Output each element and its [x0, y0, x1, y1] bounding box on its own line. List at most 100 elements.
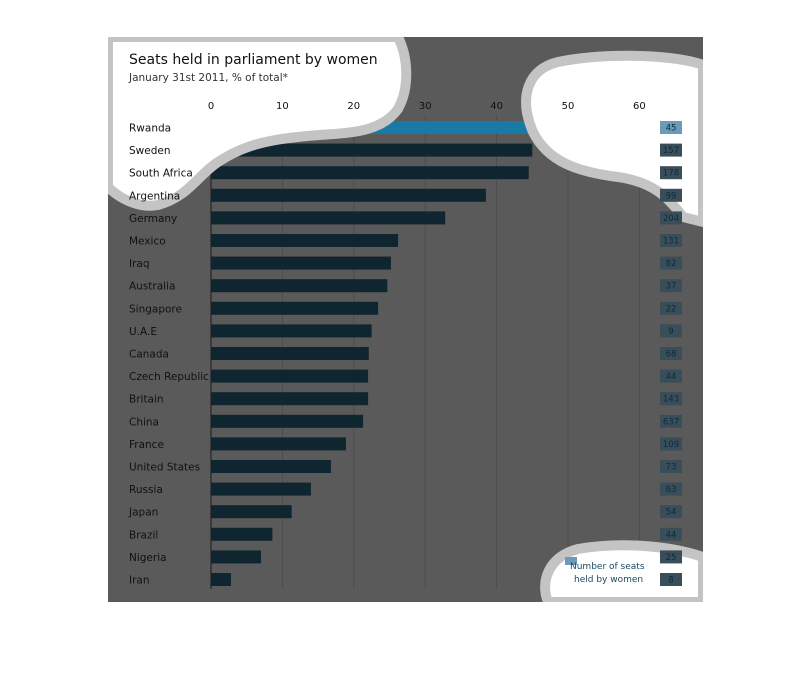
legend-swatch: [565, 557, 577, 565]
seat-count-label: 63: [666, 485, 677, 495]
category-label: Russia: [129, 484, 163, 496]
bar: [211, 573, 231, 586]
seat-count-label: 68: [666, 350, 677, 360]
bar: [211, 234, 399, 247]
seat-count-box: [660, 188, 682, 202]
x-tick-label: 20: [347, 101, 360, 112]
seat-count-box: [660, 211, 682, 225]
x-tick-label: 0: [208, 101, 214, 112]
seat-count-label: 99: [666, 191, 677, 201]
chart-panel: 0 10 20 30 40 50 60 Rwanda Sweden South Africa Arg…: [108, 37, 703, 602]
seat-count-label: 82: [666, 259, 677, 269]
labels: 0 10 20 30 40 50 60 Rwanda Sweden South Africa Arg…: [128, 101, 646, 587]
seat-count-box: [660, 482, 682, 496]
seat-count-label: 37: [666, 282, 677, 292]
x-tick-label: 50: [562, 101, 575, 112]
seat-count-label: 25: [666, 553, 677, 563]
bar: [211, 347, 369, 360]
seat-count-box: [660, 460, 682, 473]
seat-count-box: [660, 505, 682, 519]
chart-subtitle: January 31st 2011, % of total*: [128, 72, 288, 84]
category-label: Britain: [129, 394, 164, 406]
category-label: Sweden: [129, 145, 171, 157]
bar: [211, 279, 388, 293]
bars: [211, 121, 613, 586]
seat-count-box: [660, 437, 682, 451]
category-label: United States: [129, 462, 200, 474]
legend-label-line2: held by women: [574, 575, 643, 585]
seat-count-label: 44: [666, 530, 677, 540]
seat-count-box: [660, 301, 682, 315]
seat-count-box: [660, 234, 682, 247]
category-label: Singapore: [129, 303, 182, 315]
seat-count-box: [660, 347, 682, 360]
category-label: Canada: [129, 349, 169, 361]
seat-count-label: 45: [666, 124, 677, 134]
top-left-blob: [108, 37, 412, 211]
category-label: Argentina: [129, 190, 180, 202]
seat-counts: 45 157 178 99 204 131 82 37 22 9 68 44 143 637 109 73 63…: [660, 121, 682, 586]
seat-count-box: [660, 324, 682, 338]
seat-count-label: 157: [663, 146, 679, 156]
bar: [211, 166, 529, 180]
bar: [211, 143, 533, 157]
x-tick-label: 60: [633, 101, 646, 112]
category-label: Germany: [129, 213, 177, 225]
category-label: Rwanda: [129, 123, 171, 135]
seat-count-box: [660, 550, 682, 564]
bar: [211, 550, 261, 564]
seat-count-box: [660, 527, 682, 541]
seat-count-box: [660, 256, 682, 270]
x-tick-label: 30: [419, 101, 432, 112]
category-label: Brazil: [129, 529, 158, 541]
seat-count-label: 22: [666, 304, 677, 314]
category-label: South Africa: [129, 168, 193, 180]
seat-count-box: [660, 392, 682, 406]
seat-count-box: [660, 143, 682, 157]
bar: [211, 324, 372, 338]
category-label: China: [129, 416, 159, 428]
seat-count-label: 178: [663, 169, 679, 179]
category-label: Nigeria: [129, 552, 167, 564]
seat-count-label: 54: [666, 508, 677, 518]
top-right-blob: [521, 50, 703, 228]
seat-count-label: 637: [663, 417, 679, 427]
seat-count-label: 73: [666, 463, 677, 473]
category-label: Czech Republic: [129, 371, 209, 383]
category-label: Iran: [129, 575, 150, 587]
bar: [211, 437, 346, 451]
seat-count-label: 143: [663, 395, 679, 405]
seat-count-box: [660, 369, 682, 383]
bar: [211, 460, 331, 473]
x-tick-label: 40: [490, 101, 503, 112]
seat-count-label: 131: [663, 237, 679, 247]
bar: [211, 505, 292, 519]
bar: [211, 527, 273, 541]
category-label: Japan: [128, 507, 158, 519]
seat-count-box: [660, 414, 682, 428]
bar: [211, 301, 379, 315]
seat-count-label: 109: [663, 440, 679, 450]
seat-count-label: 204: [663, 214, 679, 224]
seat-count-box: [660, 121, 682, 134]
chart-title: Seats held in parliament by women: [129, 52, 378, 68]
seat-count-label: 8: [668, 576, 673, 586]
x-tick-label: 10: [276, 101, 289, 112]
bar: [211, 414, 364, 428]
bar: [211, 256, 391, 270]
seat-count-box: [660, 166, 682, 180]
seat-count-label: 44: [666, 372, 677, 382]
women-seats-chart: 0 10 20 30 40 50 60 Rwanda Sweden South Africa Arg…: [108, 37, 703, 602]
category-label: Australia: [129, 281, 175, 293]
bar: [211, 188, 486, 202]
bar: [211, 369, 369, 383]
bar: [211, 482, 311, 496]
seat-count-box: [660, 279, 682, 293]
category-label: U.A.E: [129, 326, 157, 338]
legend-label-line1: Number of seats: [570, 562, 645, 572]
seat-count-label: 9: [668, 327, 673, 337]
seat-count-box: [660, 573, 682, 586]
category-label: Mexico: [129, 236, 166, 248]
bar: [211, 392, 369, 406]
category-label: Iraq: [129, 258, 150, 270]
